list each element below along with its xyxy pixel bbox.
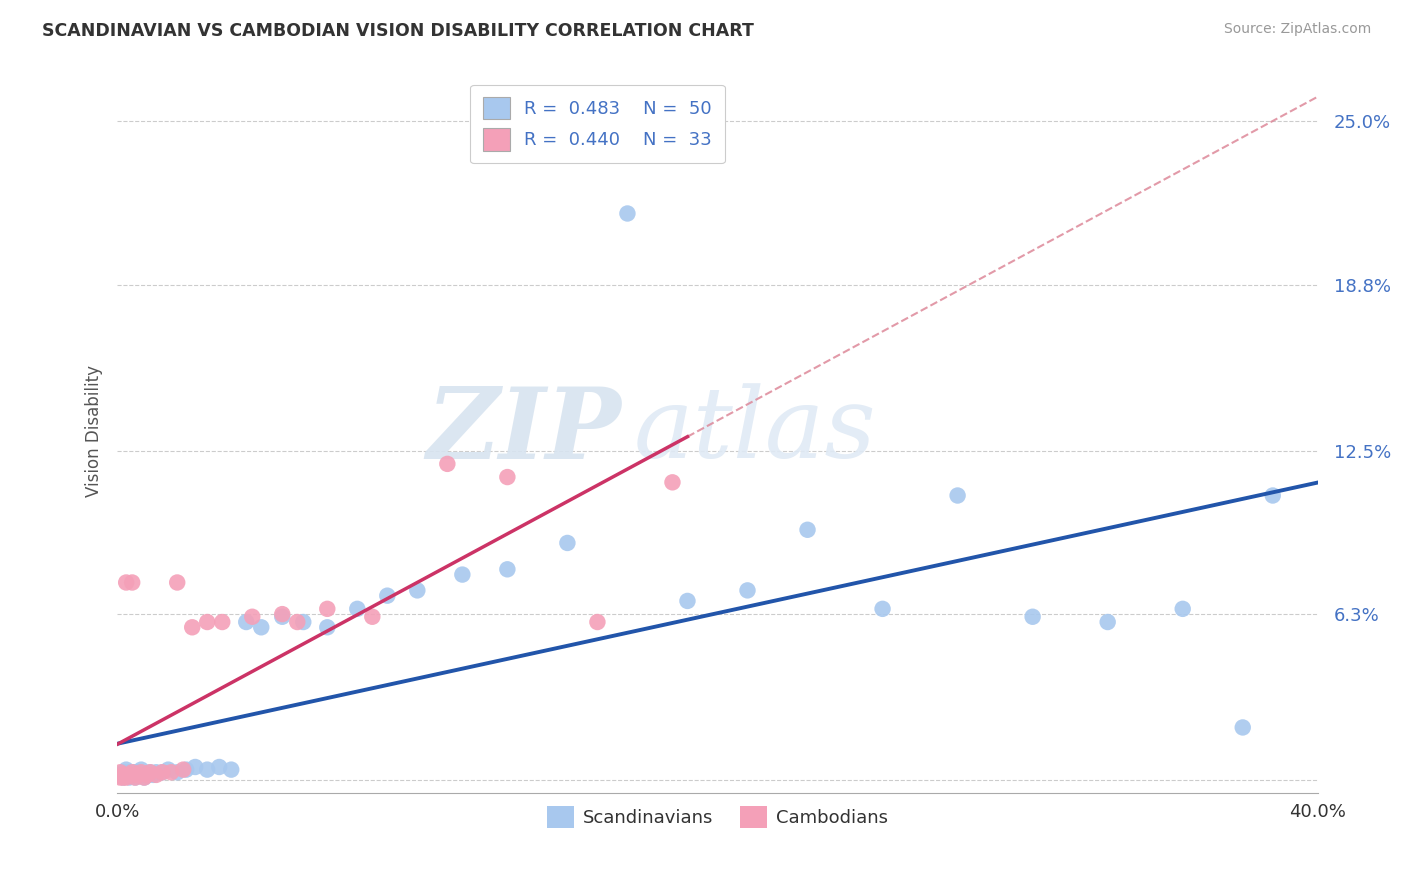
Point xyxy=(174,763,197,777)
Point xyxy=(115,768,138,782)
Text: SCANDINAVIAN VS CAMBODIAN VISION DISABILITY CORRELATION CHART: SCANDINAVIAN VS CAMBODIAN VISION DISABIL… xyxy=(42,22,754,40)
Point xyxy=(142,768,165,782)
Point xyxy=(118,771,141,785)
Point xyxy=(112,771,135,785)
Point xyxy=(150,765,173,780)
Point xyxy=(211,615,233,629)
Point xyxy=(121,765,143,780)
Point xyxy=(121,575,143,590)
Point xyxy=(451,567,474,582)
Point xyxy=(375,589,398,603)
Point xyxy=(316,620,339,634)
Legend: Scandinavians, Cambodians: Scandinavians, Cambodians xyxy=(540,798,896,835)
Point xyxy=(496,562,519,576)
Point xyxy=(124,771,146,785)
Y-axis label: Vision Disability: Vision Disability xyxy=(86,365,103,497)
Point xyxy=(676,594,699,608)
Point xyxy=(124,771,146,785)
Point xyxy=(145,765,167,780)
Text: Source: ZipAtlas.com: Source: ZipAtlas.com xyxy=(1223,22,1371,37)
Point xyxy=(1261,489,1284,503)
Point xyxy=(134,771,156,785)
Point xyxy=(136,768,159,782)
Point xyxy=(219,763,242,777)
Point xyxy=(139,765,162,780)
Point xyxy=(616,206,638,220)
Text: atlas: atlas xyxy=(634,384,876,479)
Point xyxy=(129,763,152,777)
Point xyxy=(406,583,429,598)
Point xyxy=(172,763,194,777)
Point xyxy=(150,765,173,780)
Point xyxy=(1171,602,1194,616)
Text: ZIP: ZIP xyxy=(426,383,621,479)
Point xyxy=(127,768,149,782)
Point xyxy=(235,615,257,629)
Point xyxy=(271,607,294,621)
Point xyxy=(121,765,143,780)
Point xyxy=(139,765,162,780)
Point xyxy=(112,765,135,780)
Point xyxy=(586,615,609,629)
Point xyxy=(872,602,894,616)
Point xyxy=(1097,615,1119,629)
Point xyxy=(129,765,152,780)
Point xyxy=(121,768,143,782)
Point xyxy=(136,768,159,782)
Point xyxy=(557,536,579,550)
Point xyxy=(271,609,294,624)
Point xyxy=(195,615,218,629)
Point xyxy=(1232,721,1254,735)
Point xyxy=(108,768,131,782)
Point xyxy=(737,583,759,598)
Point xyxy=(661,475,683,490)
Point xyxy=(124,765,146,780)
Point xyxy=(112,768,135,782)
Point xyxy=(145,768,167,782)
Point xyxy=(285,615,308,629)
Point xyxy=(108,765,131,780)
Point xyxy=(316,602,339,616)
Point xyxy=(346,602,368,616)
Point xyxy=(124,768,146,782)
Point xyxy=(115,771,138,785)
Point xyxy=(496,470,519,484)
Point xyxy=(129,768,152,782)
Point xyxy=(108,771,131,785)
Point xyxy=(166,575,188,590)
Point xyxy=(946,489,969,503)
Point xyxy=(115,763,138,777)
Point xyxy=(127,768,149,782)
Point xyxy=(181,620,204,634)
Point xyxy=(134,771,156,785)
Point xyxy=(184,760,207,774)
Point xyxy=(195,763,218,777)
Point xyxy=(127,765,149,780)
Point xyxy=(118,765,141,780)
Point xyxy=(112,771,135,785)
Point xyxy=(166,765,188,780)
Point xyxy=(250,620,273,634)
Point xyxy=(436,457,458,471)
Point xyxy=(157,763,180,777)
Point xyxy=(208,760,231,774)
Point xyxy=(361,609,384,624)
Point xyxy=(115,575,138,590)
Point xyxy=(118,768,141,782)
Point xyxy=(796,523,818,537)
Point xyxy=(292,615,315,629)
Point xyxy=(240,609,263,624)
Point xyxy=(1021,609,1043,624)
Point xyxy=(160,765,183,780)
